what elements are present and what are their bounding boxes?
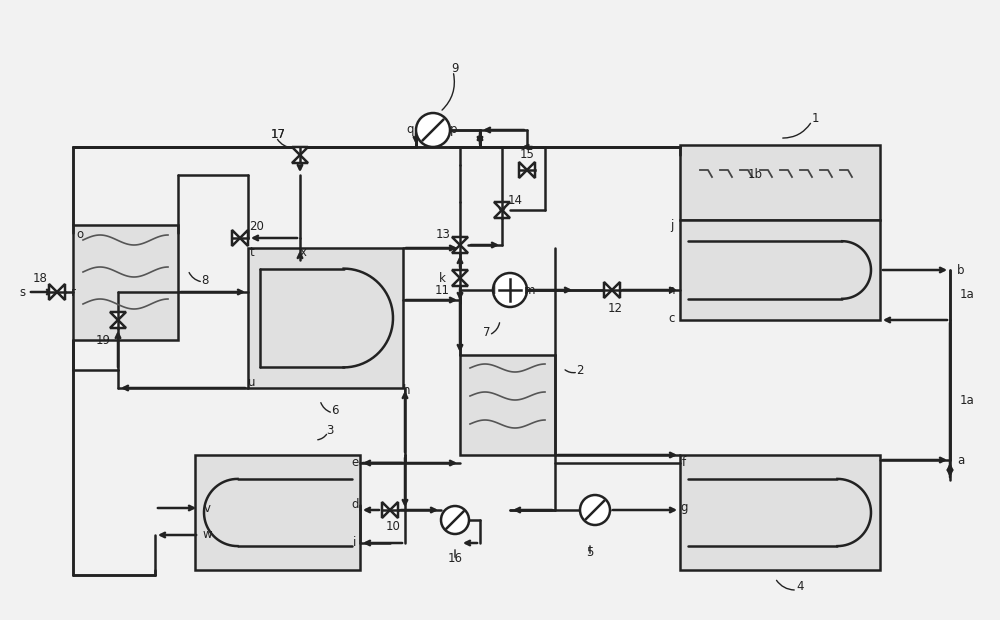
Text: 15: 15 bbox=[520, 149, 534, 161]
Text: g: g bbox=[680, 502, 688, 515]
Bar bbox=[460, 355, 555, 455]
Text: f: f bbox=[682, 456, 686, 469]
Circle shape bbox=[580, 495, 610, 525]
Text: n: n bbox=[668, 283, 676, 296]
Circle shape bbox=[493, 273, 527, 307]
Polygon shape bbox=[390, 502, 398, 518]
Text: 9: 9 bbox=[451, 61, 459, 74]
Text: u: u bbox=[248, 376, 256, 389]
Polygon shape bbox=[452, 278, 468, 286]
Bar bbox=[680, 455, 880, 570]
Polygon shape bbox=[452, 270, 468, 278]
Text: v: v bbox=[204, 502, 210, 515]
Text: k: k bbox=[439, 272, 445, 285]
Text: o: o bbox=[76, 229, 84, 242]
Polygon shape bbox=[519, 162, 527, 178]
Polygon shape bbox=[452, 237, 468, 245]
Text: 5: 5 bbox=[586, 546, 594, 559]
Text: r: r bbox=[70, 285, 76, 298]
Polygon shape bbox=[604, 282, 612, 298]
Text: p: p bbox=[450, 123, 458, 136]
Text: w: w bbox=[202, 528, 212, 541]
Circle shape bbox=[416, 113, 450, 147]
Text: 1: 1 bbox=[811, 112, 819, 125]
Text: a: a bbox=[957, 453, 964, 466]
Polygon shape bbox=[612, 282, 620, 298]
Text: 4: 4 bbox=[796, 580, 804, 593]
Text: 10: 10 bbox=[386, 521, 400, 533]
Polygon shape bbox=[232, 230, 240, 246]
Bar bbox=[680, 145, 880, 220]
Text: 1a: 1a bbox=[960, 394, 975, 407]
Text: l: l bbox=[493, 283, 497, 296]
Text: t: t bbox=[250, 246, 254, 259]
Text: 2: 2 bbox=[576, 363, 584, 376]
Bar bbox=[248, 248, 403, 388]
Polygon shape bbox=[382, 502, 390, 518]
Polygon shape bbox=[292, 155, 308, 163]
Text: q: q bbox=[406, 123, 414, 136]
Text: 8: 8 bbox=[201, 273, 209, 286]
Text: j: j bbox=[670, 218, 674, 231]
Text: 20: 20 bbox=[250, 219, 264, 232]
Text: 16: 16 bbox=[448, 552, 462, 564]
Text: 13: 13 bbox=[436, 229, 450, 242]
Bar bbox=[680, 220, 880, 320]
Text: 1b: 1b bbox=[748, 169, 763, 182]
Text: m: m bbox=[524, 283, 536, 296]
Text: 3: 3 bbox=[326, 423, 334, 436]
Text: b: b bbox=[957, 264, 964, 277]
Text: x: x bbox=[300, 246, 306, 259]
Polygon shape bbox=[110, 312, 126, 320]
Bar bbox=[73, 225, 178, 340]
Text: h: h bbox=[403, 384, 411, 397]
Text: 11: 11 bbox=[434, 283, 450, 296]
Polygon shape bbox=[240, 230, 248, 246]
Text: 14: 14 bbox=[508, 193, 522, 206]
Text: 1a: 1a bbox=[960, 288, 975, 301]
Text: 12: 12 bbox=[608, 301, 622, 314]
Text: 6: 6 bbox=[331, 404, 339, 417]
Polygon shape bbox=[494, 202, 510, 210]
Polygon shape bbox=[57, 284, 65, 300]
Text: 7: 7 bbox=[483, 326, 491, 339]
Text: e: e bbox=[351, 456, 359, 469]
Text: c: c bbox=[669, 311, 675, 324]
Polygon shape bbox=[494, 210, 510, 218]
Text: 17: 17 bbox=[270, 128, 286, 141]
Text: 17: 17 bbox=[270, 128, 286, 141]
Polygon shape bbox=[527, 162, 535, 178]
Text: i: i bbox=[353, 536, 357, 549]
Polygon shape bbox=[292, 147, 308, 155]
Text: s: s bbox=[19, 285, 25, 298]
Polygon shape bbox=[110, 320, 126, 328]
Polygon shape bbox=[49, 284, 57, 300]
Polygon shape bbox=[452, 245, 468, 253]
Circle shape bbox=[441, 506, 469, 534]
Text: 18: 18 bbox=[33, 272, 47, 285]
Text: d: d bbox=[351, 498, 359, 511]
Bar bbox=[195, 455, 360, 570]
Text: 19: 19 bbox=[96, 334, 110, 347]
